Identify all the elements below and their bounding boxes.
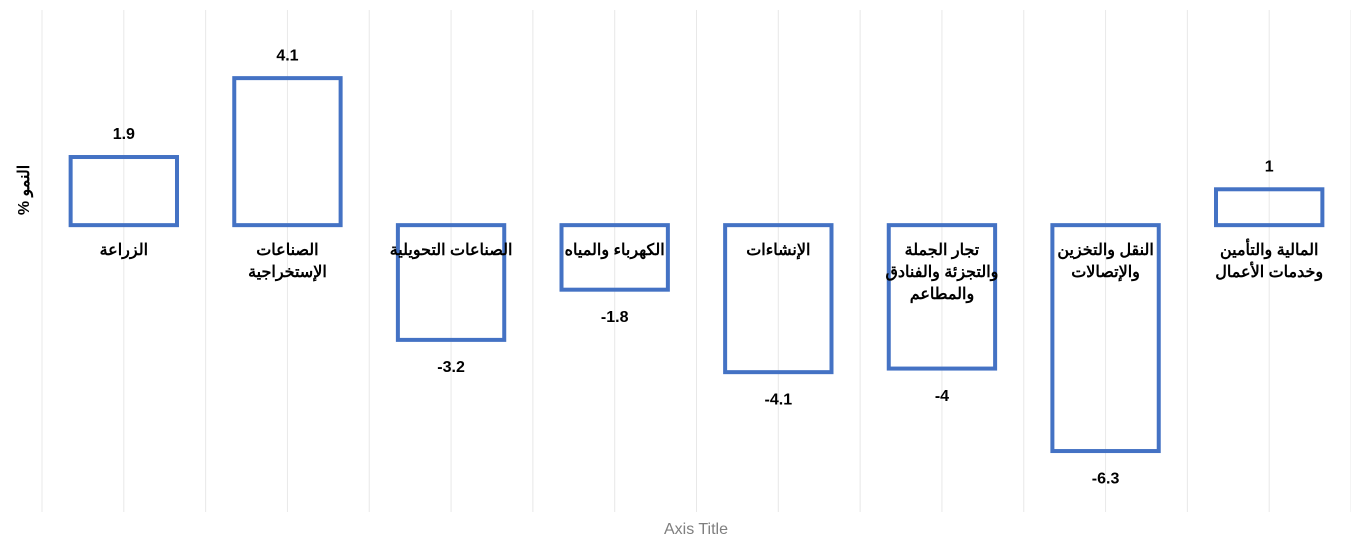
bar [559,223,670,292]
x-tick-label: المالية والتأمين وخدمات الأعمال [1215,237,1323,282]
bar [68,155,179,228]
bar [886,223,998,371]
data-label: -3.2 [437,359,465,376]
x-tick-label: النقل والتخزين والإتصالات [1057,242,1153,282]
bar [1214,187,1325,228]
data-label: 1.9 [113,126,135,143]
x-tick-label: الصناعات التحويلية [390,242,513,260]
bar [723,223,834,375]
x-tick-label: الإنشاءات [746,242,810,259]
x-tick-label: الكهرباء والمياه [565,242,665,260]
data-label: 1 [1265,159,1274,176]
x-tick-label: الزراعة [100,242,148,260]
data-label: -6.3 [1092,470,1120,487]
data-label: -4 [935,388,949,405]
y-axis-title: % النمو [16,165,34,215]
x-axis-title: Axis Title [664,521,728,538]
bar [395,223,507,342]
x-tick-label: الصناعات الإستخراجية [248,242,327,282]
data-label: -1.8 [601,309,629,326]
bar [232,76,343,228]
data-label: -4.1 [765,391,793,408]
bar [1050,223,1161,454]
x-tick-label: تجار الجملة والتجزئة والفنادق والمطاعم [885,242,998,304]
data-label: 4.1 [276,47,298,64]
